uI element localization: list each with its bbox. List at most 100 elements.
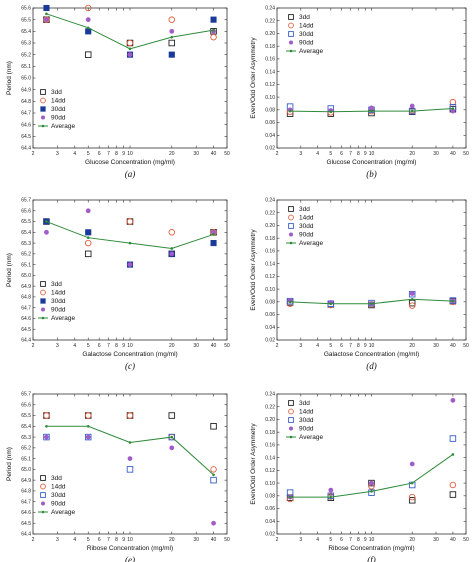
x-tick-label: 7 [107,343,110,349]
legend-label: 90dd [51,501,66,508]
legend-label: 3dd [51,475,62,482]
x-tick-label: 30 [433,343,439,349]
data-point-90dd [409,103,415,109]
data-point-14dd [43,412,50,419]
data-point-90dd [211,520,216,526]
data-point-14dd [43,16,50,23]
y-tick-label: 0.10 [265,95,275,101]
data-point-90dd [85,17,91,23]
y-tick-label: 0.18 [265,44,275,50]
data-point-30dd [43,4,50,12]
x-tick-label: 5 [87,537,90,543]
legend-swatch-30dd [40,106,46,112]
y-tick-label: 0.20 [265,31,275,37]
x-tick-label: 20 [409,151,415,157]
data-point-90dd [211,229,216,235]
x-tick-label: 8 [357,343,360,349]
y-tick-label: 0.12 [265,82,275,88]
data-point-average [410,297,414,301]
data-point-14dd [449,481,457,489]
data-point-average [451,299,455,303]
x-tick-label: 2 [276,537,279,543]
y-tick-label: 64.5 [21,134,31,140]
panel-caption: (d) [366,361,377,371]
x-tick-label: 20 [169,343,175,349]
y-tick-label: 64.5 [21,327,31,333]
y-axis-label: Even/Odd Order Asymmetry [250,37,257,119]
data-point-3dd [408,497,416,504]
x-tick-label: 8 [357,151,360,157]
data-point-90dd [369,105,374,111]
legend-swatch-90dd [288,40,294,45]
legend-swatch-14dd [40,97,46,104]
y-tick-label: 64.7 [21,499,31,505]
y-tick-label: 65.4 [21,29,31,35]
x-tick-label: 6 [340,343,343,349]
x-tick-label: 3 [56,537,59,543]
legend-swatch-3dd [288,206,294,212]
y-tick-label: 64.8 [21,489,31,495]
data-point-90dd [369,480,374,486]
data-point-average [329,302,333,306]
x-tick-label: 5 [329,343,332,349]
data-point-average [170,435,174,439]
y-tick-label: 0.18 [265,430,275,436]
legend-swatch-90dd [288,426,294,431]
data-point-90dd [85,434,91,440]
y-tick-label: 0.16 [265,57,275,63]
data-point-average [451,107,455,110]
x-axis-label: Ribose Concentration (mg/ml) [328,545,414,552]
y-tick-label: 64.7 [21,305,31,311]
legend-swatch-30dd [288,223,294,229]
data-point-90dd [44,229,49,235]
data-point-average [128,47,132,51]
data-point-average [288,300,292,304]
chart-panel-a: 2 3 4 5 6 7 8 9 10 20 30 40 50 64.4 64.5 64.6 64.7 64.8 64… [6,4,230,179]
data-point-30dd [449,435,457,442]
x-tick-label: 6 [340,537,343,543]
x-tick-label: 9 [364,343,367,349]
data-point-3dd [84,250,92,258]
data-point-average [370,109,373,113]
y-axis-label: Period (nm) [6,447,13,481]
y-tick-label: 0.22 [265,210,275,216]
data-point-average [212,233,215,236]
legend-swatch-90dd [288,232,294,237]
y-tick-label: 0.24 [265,6,275,12]
legend-label: Average [51,509,75,516]
data-point-90dd [44,434,49,440]
legend-label: 90dd [51,115,66,122]
data-point-average [128,241,132,245]
data-point-average [86,425,90,428]
x-tick-label: 7 [349,151,352,157]
legend-label: Average [51,315,75,322]
x-tick-label: 10 [127,537,133,543]
data-point-90dd [127,262,133,267]
legend-swatch-3dd [288,14,294,20]
x-tick-label: 6 [340,151,343,157]
data-point-90dd [85,208,91,214]
y-axis-label: Period (nm) [6,61,13,95]
x-tick-label: 50 [463,151,469,157]
panel-caption: (e) [125,555,135,562]
legend-label: 30dd [51,298,66,305]
x-tick-label: 2 [32,537,35,543]
y-tick-label: 0.20 [265,223,275,229]
x-tick-label: 30 [433,151,439,157]
y-tick-label: 64.4 [21,146,31,152]
data-point-14dd [126,39,134,47]
legend-swatch-average-dot [41,124,45,128]
legend-label: 3dd [299,206,310,213]
x-tick-label: 9 [122,151,125,157]
legend-label: 3dd [51,281,62,288]
legend-label: Average [299,434,323,441]
data-point-14dd [408,493,416,501]
legend-label: Average [299,48,323,55]
legend-swatch-average-dot [289,241,293,245]
legend-swatch-3dd [40,281,46,287]
